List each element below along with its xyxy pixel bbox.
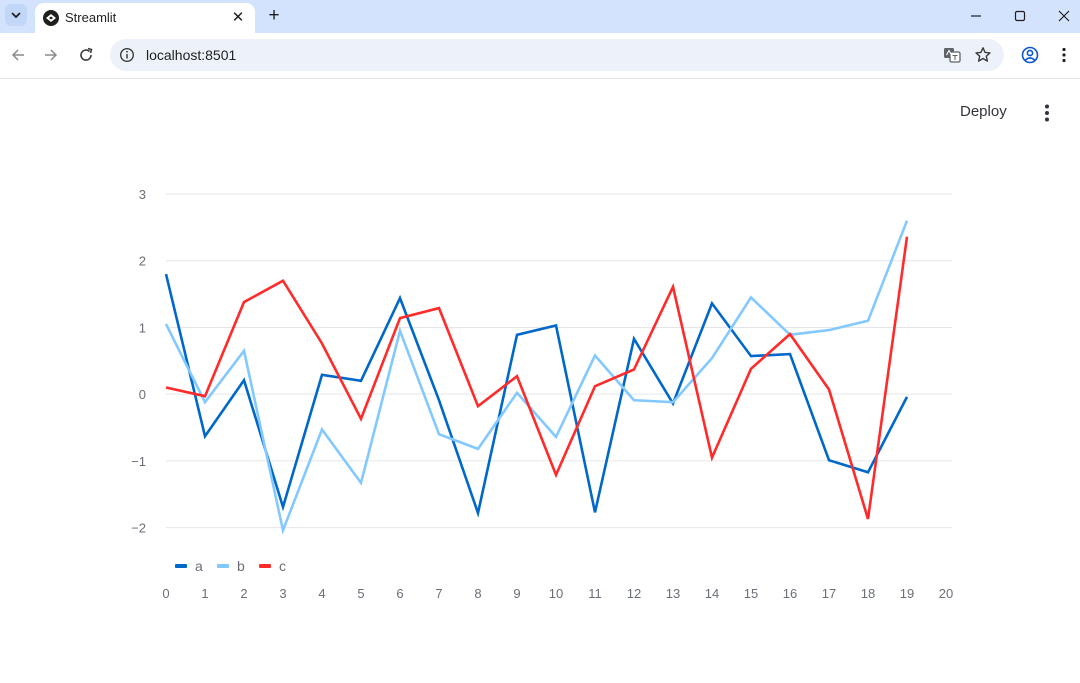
x-tick-label: 0 (162, 586, 169, 601)
series-line-a[interactable] (164, 273, 909, 518)
y-tick-label: −1 (131, 454, 146, 469)
streamlit-favicon-icon (43, 10, 59, 26)
x-tick-label: 17 (822, 586, 836, 601)
x-tick-label: 13 (666, 586, 680, 601)
x-tick-label: 19 (900, 586, 914, 601)
browser-tab[interactable]: Streamlit ✕ (35, 3, 255, 33)
legend-label-b: b (237, 558, 245, 574)
legend-swatch-b (217, 564, 229, 568)
x-tick-label: 11 (588, 586, 602, 601)
x-tick-label: 18 (861, 586, 875, 601)
x-tick-label: 1 (201, 586, 208, 601)
bookmark-star-icon[interactable] (974, 46, 992, 69)
x-tick-label: 4 (318, 586, 325, 601)
tab-title: Streamlit (65, 10, 117, 25)
address-bar[interactable]: localhost:8501 (110, 39, 1004, 71)
x-tick-label: 6 (396, 586, 403, 601)
legend-item-a[interactable]: a (175, 557, 203, 575)
x-tick-label: 8 (474, 586, 481, 601)
site-info-icon[interactable] (119, 47, 135, 68)
close-icon[interactable]: ✕ (231, 9, 245, 26)
window-close-icon[interactable] (1042, 0, 1080, 32)
translate-icon[interactable] (943, 46, 961, 69)
y-tick-label: 2 (139, 254, 146, 269)
profile-icon[interactable] (1016, 41, 1044, 69)
forward-icon[interactable] (37, 41, 65, 69)
back-icon[interactable] (4, 41, 32, 69)
x-tick-label: 10 (549, 586, 563, 601)
series-line-b[interactable] (164, 220, 909, 535)
browser-tab-strip: Streamlit ✕ + (0, 0, 1080, 33)
x-tick-label: 20 (939, 586, 953, 601)
vertical-dots-icon[interactable] (1037, 102, 1057, 124)
reload-icon[interactable] (72, 41, 100, 69)
legend-label-a: a (195, 558, 203, 574)
url-text: localhost:8501 (146, 47, 237, 63)
legend-swatch-c (259, 564, 271, 568)
legend-label-c: c (279, 558, 286, 574)
x-tick-label: 12 (627, 586, 641, 601)
streamlit-app: Deploy 3 2 1 0 −1 −2 0 1 2 3 4 5 6 7 8 9 10 11 12 13 14 15 16… (0, 79, 1080, 683)
y-tick-label: 3 (139, 187, 146, 202)
x-tick-label: 14 (705, 586, 719, 601)
plus-icon[interactable]: + (268, 5, 280, 26)
minimize-icon[interactable] (954, 0, 998, 32)
maximize-icon[interactable] (998, 0, 1042, 32)
y-tick-label: 1 (139, 320, 146, 335)
x-tick-label: 5 (357, 586, 364, 601)
y-tick-label: −2 (131, 521, 146, 536)
x-tick-label: 15 (744, 586, 758, 601)
legend-item-c[interactable]: c (259, 557, 286, 575)
legend-item-b[interactable]: b (217, 557, 245, 575)
series-line-c[interactable] (165, 236, 909, 520)
x-tick-label: 7 (435, 586, 442, 601)
x-tick-label: 3 (279, 586, 286, 601)
x-tick-label: 2 (240, 586, 247, 601)
browser-toolbar: localhost:8501 (0, 33, 1080, 79)
legend-swatch-a (175, 564, 187, 568)
kebab-menu-icon[interactable] (1050, 41, 1078, 69)
y-tick-label: 0 (139, 387, 146, 402)
tab-search-icon[interactable] (5, 4, 27, 26)
deploy-button[interactable]: Deploy (960, 103, 1007, 120)
x-tick-label: 9 (513, 586, 520, 601)
x-tick-label: 16 (783, 586, 797, 601)
